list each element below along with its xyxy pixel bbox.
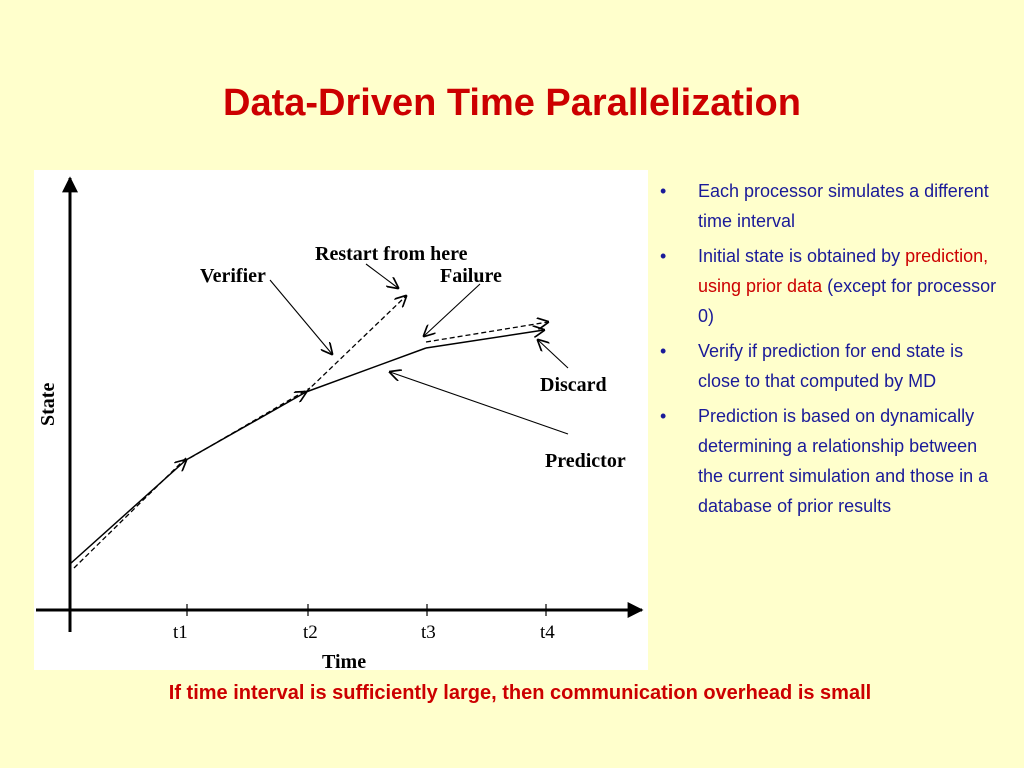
y-axis-label: State [37, 383, 59, 426]
label-discard: Discard [540, 374, 607, 396]
prediction-dashed-restart [305, 296, 406, 393]
discard-arrow [538, 340, 569, 369]
slide-title: Data-Driven Time Parallelization [223, 82, 801, 124]
label-predictor: Predictor [545, 450, 626, 472]
bullet-dot-icon: • [660, 181, 667, 201]
tick-label-t3: t3 [421, 622, 436, 643]
predictor-arrow [390, 372, 569, 435]
time-parallelization-diagram: t1 t2 t3 t4 Time State Verifier Restart … [34, 170, 648, 670]
bullet-item: • Each processor simulates a different t… [660, 176, 1000, 236]
restart-arrow [365, 263, 398, 288]
failure-arrow [424, 283, 481, 336]
trajectory-segment-4 [425, 330, 544, 349]
prediction-dashed-failure [425, 322, 548, 343]
bullet-text-post: (except for processor 0) [698, 276, 997, 326]
prediction-dashed-1 [73, 455, 189, 569]
label-restart: Restart from here [315, 243, 468, 265]
bullet-dot-icon: • [660, 246, 667, 266]
bullet-item: • Verify if prediction for end state is … [660, 336, 1000, 396]
bullet-dot-icon: • [660, 341, 667, 361]
label-failure: Failure [440, 265, 502, 287]
bullet-item: • Prediction is based on dynamically det… [660, 401, 1000, 521]
bullet-text: Prediction is based on dynamically deter… [698, 406, 989, 516]
bullet-text-highlight: prediction, using prior data [698, 246, 989, 296]
tick-label-t2: t2 [303, 622, 318, 643]
tick-label-t1: t1 [173, 622, 188, 643]
bullet-text: Verify if prediction for end state is cl… [698, 341, 964, 391]
trajectory-segment-3 [305, 347, 427, 393]
footer-note: If time interval is sufficiently large, … [168, 682, 872, 704]
x-axis-label: Time [322, 651, 366, 670]
tick-label-t4: t4 [540, 622, 555, 643]
bullet-text: Each processor simulates a different tim… [698, 181, 989, 231]
bullet-list: • Each processor simulates a different t… [660, 176, 1000, 526]
prediction-dashed-2 [189, 387, 311, 459]
bullet-dot-icon: • [660, 406, 667, 426]
bullet-item: • Initial state is obtained by predictio… [660, 241, 1000, 331]
label-verifier: Verifier [200, 265, 266, 287]
verifier-arrow [269, 279, 332, 354]
bullet-text-pre: Initial state is obtained by [698, 246, 906, 266]
